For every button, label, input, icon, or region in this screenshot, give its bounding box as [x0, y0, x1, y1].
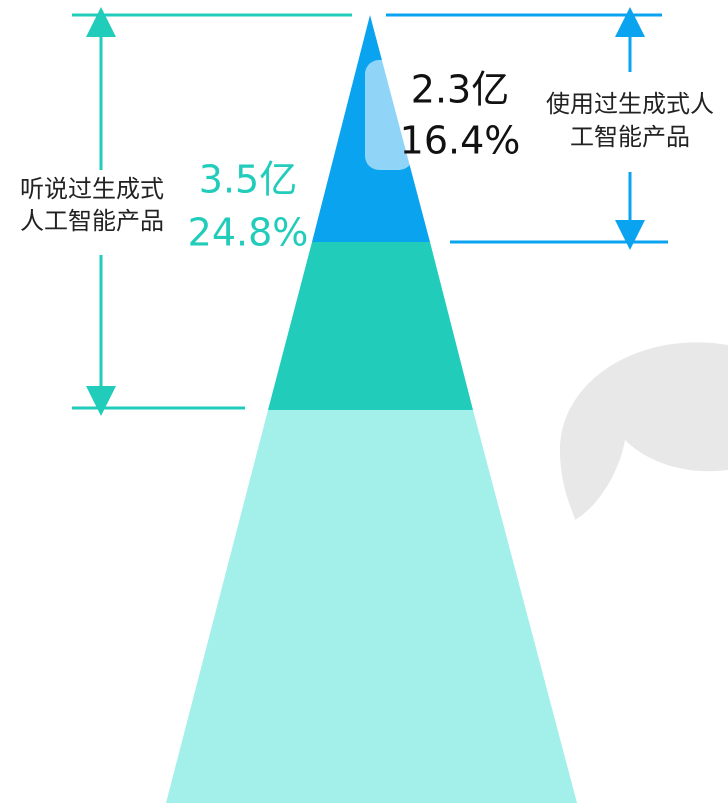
right-bracket	[386, 7, 668, 250]
left-label: 人工智能产品	[20, 207, 164, 235]
watermark	[560, 342, 728, 520]
right-amount: 2.3亿	[411, 68, 509, 112]
right-label: 使用过生成式人	[546, 90, 714, 118]
highlight	[365, 60, 413, 170]
left-amount: 3.5亿	[199, 158, 297, 202]
segment-middle	[268, 242, 473, 410]
right-label: 工智能产品	[570, 123, 690, 151]
left-bracket	[72, 7, 352, 416]
segment-bottom	[166, 410, 577, 803]
right-share: 16.4%	[400, 119, 521, 163]
left-share: 24.8%	[188, 211, 309, 255]
left-label: 听说过生成式	[20, 175, 164, 203]
